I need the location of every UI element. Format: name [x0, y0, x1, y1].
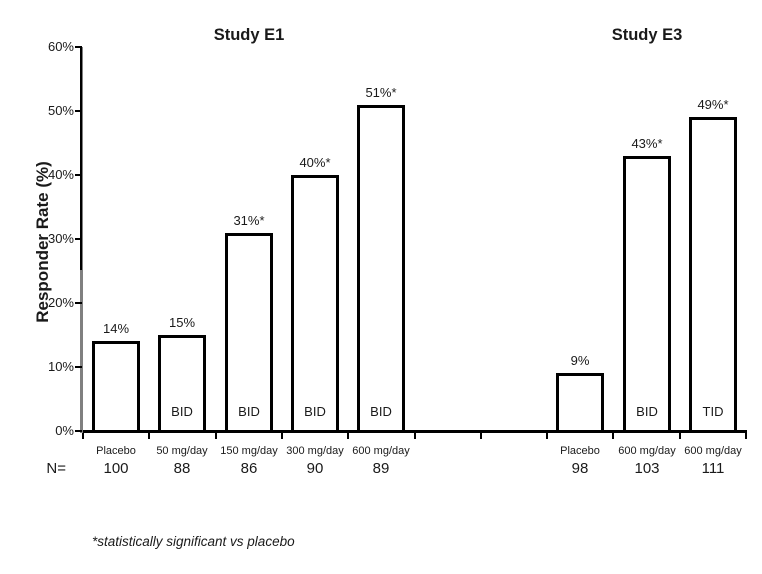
category-label: 150 mg/day — [220, 445, 278, 457]
n-value: 111 — [701, 460, 725, 477]
category-label: 50 mg/day — [156, 445, 208, 457]
x-axis-tick — [148, 433, 150, 439]
x-axis-tick — [82, 433, 84, 439]
bar-value-label: 31%* — [233, 213, 265, 228]
y-axis-tick — [75, 430, 82, 432]
group-title: Study E3 — [611, 26, 683, 44]
x-axis-tick — [745, 433, 747, 439]
x-axis-line — [83, 430, 747, 433]
x-axis-tick — [546, 433, 548, 439]
y-axis-tick — [75, 238, 82, 240]
y-axis-tick — [75, 110, 82, 112]
y-axis-line-black — [80, 47, 82, 270]
bar-value-label: 43%* — [631, 136, 663, 151]
y-axis-tick-label: 0% — [55, 423, 74, 438]
x-axis-tick — [679, 433, 681, 439]
n-value: 86 — [240, 460, 258, 477]
y-axis-tick-label: 30% — [47, 231, 74, 246]
y-axis-tick — [75, 302, 82, 304]
n-value: 89 — [372, 460, 390, 477]
bar-value-label: 9% — [570, 353, 590, 368]
dose-frequency-label: BID — [304, 404, 326, 419]
bar-value-label: 15% — [168, 315, 196, 330]
y-axis-tick-label: 10% — [47, 359, 74, 374]
y-axis-tick — [75, 46, 82, 48]
bar-value-label: 49%* — [697, 97, 729, 112]
bar — [556, 373, 604, 433]
category-label: Placebo — [96, 445, 136, 457]
n-row-label: N= — [46, 460, 66, 477]
x-axis-tick — [414, 433, 416, 439]
x-axis-tick — [347, 433, 349, 439]
x-axis-tick — [215, 433, 217, 439]
y-axis-tick-label: 50% — [47, 103, 74, 118]
bar-value-label: 40%* — [299, 155, 331, 170]
bar-value-label: 14% — [102, 321, 130, 336]
y-axis-tick — [75, 366, 82, 368]
x-axis-tick — [480, 433, 482, 439]
dose-frequency-label: BID — [238, 404, 260, 419]
dose-frequency-label: BID — [370, 404, 392, 419]
y-axis-tick — [75, 174, 82, 176]
bar — [225, 233, 273, 433]
n-value: 103 — [634, 460, 660, 477]
category-label: 300 mg/day — [286, 445, 344, 457]
category-label: 600 mg/day — [352, 445, 410, 457]
n-value: 88 — [173, 460, 191, 477]
bar — [623, 156, 671, 433]
bar — [92, 341, 140, 433]
x-axis-tick — [281, 433, 283, 439]
bar — [357, 105, 405, 433]
dose-frequency-label: BID — [171, 404, 193, 419]
bar-value-label: 51%* — [365, 85, 397, 100]
category-label: 600 mg/day — [618, 445, 676, 457]
category-label: Placebo — [560, 445, 600, 457]
footnote: *statistically significant vs placebo — [92, 534, 295, 549]
n-value: 90 — [306, 460, 324, 477]
group-title: Study E1 — [213, 26, 285, 44]
n-value: 100 — [103, 460, 129, 477]
bar — [689, 117, 737, 433]
y-axis-tick-label: 20% — [47, 295, 74, 310]
y-axis-tick-label: 60% — [47, 39, 74, 54]
category-label: 600 mg/day — [684, 445, 742, 457]
dose-frequency-label: TID — [702, 404, 724, 419]
bar — [158, 335, 206, 433]
y-axis-tick-label: 40% — [47, 167, 74, 182]
dose-frequency-label: BID — [636, 404, 658, 419]
n-value: 98 — [571, 460, 589, 477]
x-axis-tick — [612, 433, 614, 439]
bar — [291, 175, 339, 433]
